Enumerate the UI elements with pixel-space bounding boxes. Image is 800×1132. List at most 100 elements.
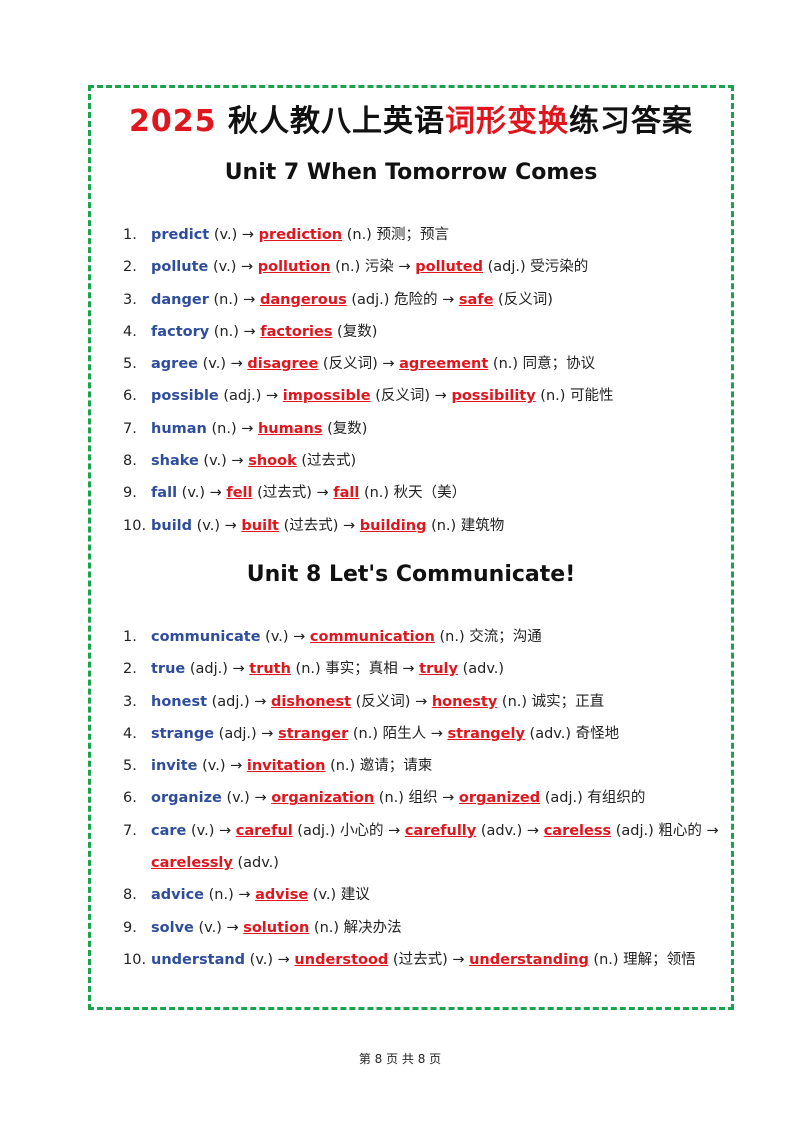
plain-text: (adv.) [232, 855, 279, 872]
answer-word: possibility [451, 388, 536, 405]
plain-text: (v.) → [192, 517, 242, 534]
item: 10. understand (v.) → understood (过去式) → … [123, 944, 723, 976]
answer-word: careful [235, 822, 293, 839]
source-word: strange [151, 725, 215, 742]
source-word: shake [151, 453, 199, 470]
source-word: invite [151, 758, 198, 775]
answer-word: prediction [258, 227, 343, 243]
item: 5. agree (v.) → disagree (反义词) → agreemen… [123, 348, 723, 380]
plain-text: (n.) 事实；真相 → [290, 661, 420, 678]
answer-word: organization [271, 790, 375, 807]
plain-text: (复数) [322, 420, 368, 437]
answer-word: invitation [246, 758, 326, 775]
answer-word: factories [260, 323, 333, 340]
plain-text: (过去式) → [252, 485, 334, 502]
plain-text: (过去式) → [388, 951, 470, 968]
answer-word: communication [309, 629, 435, 645]
item: 9. fall (v.) → fell (过去式) → fall (n.) 秋天（… [123, 477, 723, 509]
item-number: 5. [123, 758, 137, 775]
plain-text: (v.) → [193, 919, 244, 936]
item: 6. organize (v.) → organization (n.) 组织 →… [123, 782, 723, 814]
section-heading: Unit 8 Let's Communicate! [246, 562, 576, 587]
item-number: 10. [123, 951, 147, 968]
plain-text: (adv.) [457, 661, 505, 678]
plain-text: (v.) → [221, 790, 272, 807]
answer-word: advise [255, 887, 309, 904]
plain-text: (adj.) 粗心的 → [611, 822, 719, 839]
answer-word: humans [257, 420, 323, 437]
plain-text: (v.) → [208, 259, 258, 276]
item-number: 7. [123, 822, 137, 839]
answer-word: strangely [447, 725, 525, 742]
item-number: 2. [123, 661, 137, 678]
plain-text: (n.) 解决办法 [309, 919, 402, 936]
answer-word: careless [543, 822, 612, 839]
item-list: 1. predict (v.) → prediction (n.) 预测；预言 2.… [123, 219, 723, 542]
item: 3. danger (n.) → dangerous (adj.) 危险的 → s… [123, 284, 723, 316]
plain-text: (v.) → [177, 485, 227, 502]
plain-text: (adj.) 小心的 → [292, 822, 405, 839]
page-title: 2025 秋人教八上英语词形变换练习答案 [91, 96, 731, 140]
source-word: human [151, 420, 207, 437]
title-text: 秋人教八上英语 [216, 104, 445, 139]
plain-text: (v.) → [198, 453, 249, 470]
answer-word: organized [458, 790, 541, 807]
plain-text: (n.) → [209, 323, 261, 340]
answer-word: agreement [399, 356, 489, 373]
item-number: 10. [123, 517, 147, 534]
plain-text: (n.) 污染 → [330, 259, 416, 276]
plain-text: (复数) [332, 323, 378, 340]
answer-word: fall [333, 485, 360, 502]
item: 9. solve (v.) → solution (n.) 解决办法 [123, 912, 723, 944]
plain-text: (adj.) → [207, 693, 272, 710]
plain-text: (n.) → [208, 291, 260, 308]
source-word: honest [151, 693, 208, 710]
item-number: 7. [123, 420, 137, 437]
plain-text: (adv.) → [476, 822, 544, 839]
item-number: 6. [123, 388, 137, 405]
item: 4. factory (n.) → factories (复数) [123, 316, 723, 348]
plain-text: (v.) → [260, 629, 310, 645]
plain-text: (n.) 可能性 [535, 388, 614, 405]
item: 3. honest (adj.) → dishonest (反义词) → hone… [123, 686, 723, 718]
item: 1. predict (v.) → prediction (n.) 预测；预言 [123, 219, 723, 251]
answer-word: impossible [282, 388, 371, 405]
plain-text: (v.) → [186, 822, 236, 839]
answer-frame: 2025 秋人教八上英语词形变换练习答案 Unit 7 When Tomorro… [88, 85, 734, 1010]
item-number: 2. [123, 259, 137, 276]
answer-word: disagree [247, 356, 319, 373]
plain-text: (n.) 秋天（美） [359, 485, 467, 502]
source-word: possible [151, 388, 219, 405]
item: 1. communicate (v.) → communication (n.) … [123, 621, 723, 653]
answer-word: understanding [469, 951, 589, 968]
item-number: 9. [123, 919, 137, 936]
item-number: 5. [123, 356, 137, 373]
source-word: solve [151, 919, 194, 936]
answer-word: stranger [278, 725, 349, 742]
title-highlight: 词形变换 [444, 104, 569, 139]
source-word: danger [151, 291, 209, 308]
plain-text: (v.) → [209, 227, 259, 243]
plain-text: (adj.) 受污染的 [482, 259, 589, 276]
answer-word: polluted [415, 259, 483, 276]
plain-text: (adj.) → [218, 388, 283, 405]
source-word: communicate [151, 629, 261, 645]
plain-text: (v.) → [197, 356, 248, 373]
answer-word: understood [294, 951, 389, 968]
answer-word: built [241, 517, 279, 534]
plain-text: (n.) 诚实；正直 [497, 693, 605, 710]
plain-text: (反义词) → [351, 693, 432, 710]
item: 8. shake (v.) → shook (过去式) [123, 445, 723, 477]
answer-word: honesty [431, 693, 498, 710]
source-word: build [151, 517, 193, 534]
plain-text: (n.) 预测；预言 [342, 227, 449, 243]
item-number: 1. [123, 629, 137, 645]
plain-text: (n.) 组织 → [374, 790, 459, 807]
answer-word: solution [243, 919, 310, 936]
plain-text: (过去式) [296, 453, 357, 470]
item-number: 3. [123, 291, 137, 308]
item-number: 9. [123, 485, 137, 502]
answer-word: building [359, 517, 427, 534]
item: 2. pollute (v.) → pollution (n.) 污染 → pol… [123, 251, 723, 283]
